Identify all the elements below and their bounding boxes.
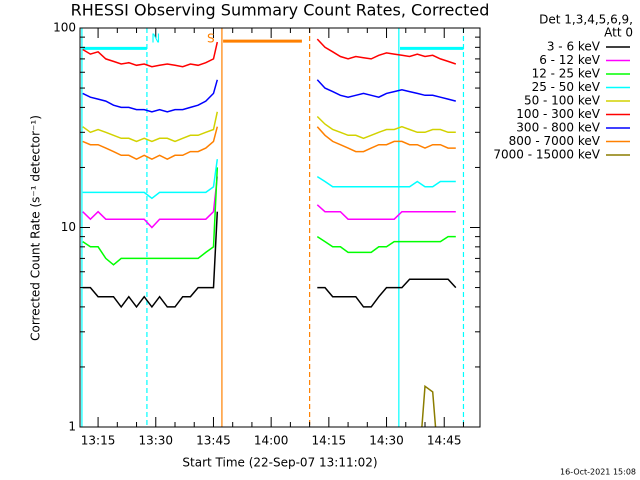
x-tick-label: 14:15	[312, 434, 347, 448]
x-axis-label: Start Time (22-Sep-07 13:11:02)	[182, 456, 377, 470]
legend-label: 12 - 25 keV	[532, 67, 601, 81]
y-tick-label: 1	[68, 420, 76, 434]
data-line	[82, 211, 457, 309]
y-axis-label: Corrected Count Rate (s⁻¹ detector⁻¹)	[29, 115, 43, 341]
chart-title: RHESSI Observing Summary Count Rates, Co…	[71, 1, 490, 20]
data-line	[82, 38, 457, 68]
data-line	[82, 167, 456, 266]
x-tick-label: 14:00	[254, 434, 289, 448]
legend-label: 25 - 50 keV	[532, 80, 601, 94]
legend-label: 6 - 12 keV	[539, 53, 601, 67]
data-line	[82, 159, 456, 200]
legend-label: 100 - 300 keV	[516, 107, 600, 121]
data-line	[82, 111, 456, 143]
legend-label: 3 - 6 keV	[547, 40, 601, 54]
legend-title: Att 0	[604, 26, 633, 40]
x-tick-label: 14:30	[369, 434, 404, 448]
data-line	[82, 176, 456, 229]
x-tick-label: 13:15	[81, 434, 116, 448]
data-line	[82, 79, 456, 113]
flag-label: S	[207, 32, 215, 46]
data-line	[82, 126, 456, 161]
y-tick-label: 100	[53, 21, 76, 35]
plot-area	[81, 28, 465, 427]
legend-label: 800 - 7000 keV	[509, 134, 601, 148]
legend-title: Det 1,3,4,5,6,9,	[539, 13, 633, 27]
flag-label: N	[151, 32, 160, 46]
legend-label: 300 - 800 keV	[516, 121, 600, 135]
y-tick-label: 10	[61, 220, 76, 234]
x-tick-label: 14:45	[427, 434, 462, 448]
legend-label: 50 - 100 keV	[524, 94, 601, 108]
footer-date: 16-Oct-2021 15:08	[560, 468, 636, 477]
x-tick-label: 13:30	[138, 434, 173, 448]
data-line	[421, 384, 437, 427]
x-tick-label: 13:45	[196, 434, 231, 448]
legend-label: 7000 - 15000 keV	[493, 148, 600, 162]
